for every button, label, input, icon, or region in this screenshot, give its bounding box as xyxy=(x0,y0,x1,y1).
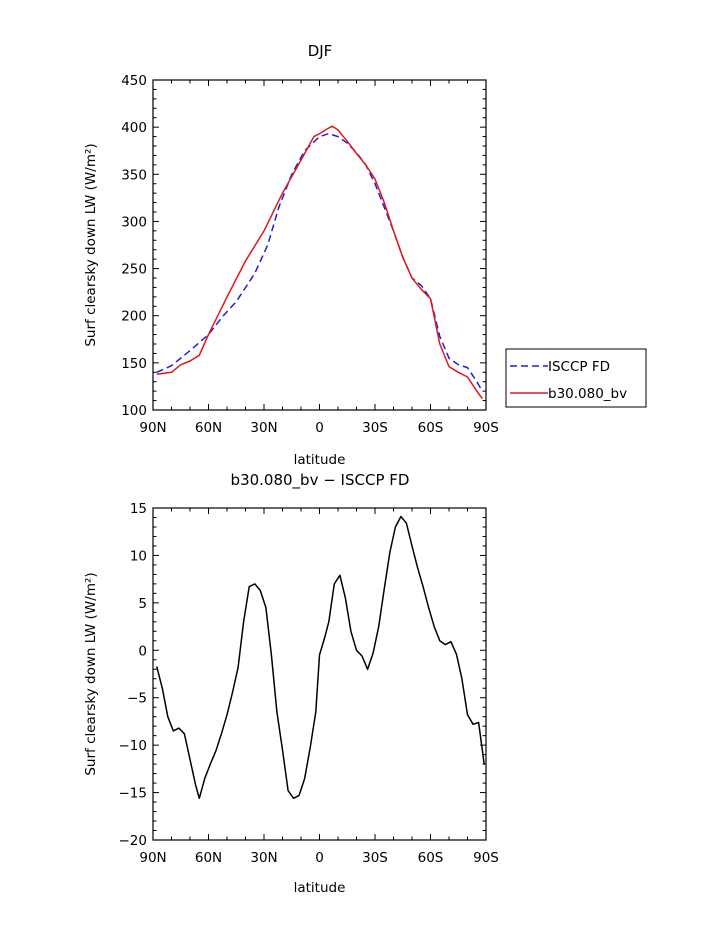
top-y-tick-label: 350 xyxy=(121,167,147,183)
legend-box xyxy=(505,348,647,408)
bottom-x-tick-label: 0 xyxy=(315,850,324,866)
bottom-y-tick-label: −20 xyxy=(119,833,148,849)
bottom-chart-marks: 90N 60N 30N 0 30S 60S 90S −20 −15 −10 −5 0 5 10 15 xyxy=(119,501,499,866)
bottom-y-axis-label: Surf clearsky down LW (W/m²) xyxy=(83,572,99,775)
bottom-y-tick-label: 0 xyxy=(138,643,147,659)
bottom-x-tick-label: 30N xyxy=(250,850,277,866)
top-y-tick-label: 450 xyxy=(121,73,147,89)
bottom-y-tick-label: 15 xyxy=(130,501,147,517)
top-panel: DJF 90N 60N 30N 0 30S 60S 90S 100 150 200 250 300 35… xyxy=(83,42,499,468)
bottom-x-tick-label: 60S xyxy=(418,850,444,866)
bottom-y-tick-label: −15 xyxy=(119,786,148,802)
top-x-tick-label: 60N xyxy=(195,420,222,436)
top-y-tick-label: 250 xyxy=(121,262,147,278)
bottom-x-axis-label: latitude xyxy=(294,880,346,896)
top-x-tick-label: 90S xyxy=(473,420,499,436)
top-y-tick-label: 300 xyxy=(121,214,147,230)
bottom-plot-frame xyxy=(152,507,487,841)
top-x-tick-label: 60S xyxy=(418,420,444,436)
top-series-line-isccp-fd xyxy=(156,132,483,392)
top-y-tick-label: 200 xyxy=(121,309,147,325)
top-series-line-b30-080-bv xyxy=(156,125,483,400)
top-x-tick-label: 0 xyxy=(315,420,324,436)
bottom-y-tick-label: −10 xyxy=(119,738,148,754)
bottom-x-tick-label: 90S xyxy=(473,850,499,866)
legend-label-b30-080-bv: b30.080_bv xyxy=(548,386,627,402)
top-x-axis-label: latitude xyxy=(294,452,346,468)
bottom-y-tick-label: 5 xyxy=(138,596,147,612)
bottom-y-tick-label: −5 xyxy=(127,691,147,707)
bottom-panel: b30.080_bv − ISCCP FD 90N 60N 30N 0 30S 60S 90… xyxy=(83,471,499,896)
top-chart-marks: 90N 60N 30N 0 30S 60S 90S 100 150 200 250 300 350 400… xyxy=(121,73,499,436)
top-x-tick-label: 30N xyxy=(250,420,277,436)
legend-label-isccp-fd: ISCCP FD xyxy=(548,359,610,375)
top-y-axis-label: Surf clearsky down LW (W/m²) xyxy=(83,143,99,346)
top-plot-frame xyxy=(152,79,487,411)
top-y-tick-label: 100 xyxy=(121,403,147,419)
bottom-x-tick-label: 30S xyxy=(362,850,388,866)
top-y-tick-label: 400 xyxy=(121,120,147,136)
bottom-series-line-difference xyxy=(155,515,485,800)
top-chart-title: DJF xyxy=(308,42,333,60)
bottom-chart-title: b30.080_bv − ISCCP FD xyxy=(231,471,410,490)
bottom-x-tick-label: 60N xyxy=(195,850,222,866)
top-x-tick-label: 30S xyxy=(362,420,388,436)
top-y-tick-label: 150 xyxy=(121,356,147,372)
bottom-x-tick-label: 90N xyxy=(139,850,166,866)
top-x-tick-label: 90N xyxy=(139,420,166,436)
legend: ISCCP FD b30.080_bv xyxy=(505,348,647,408)
bottom-y-tick-label: 10 xyxy=(130,548,147,564)
